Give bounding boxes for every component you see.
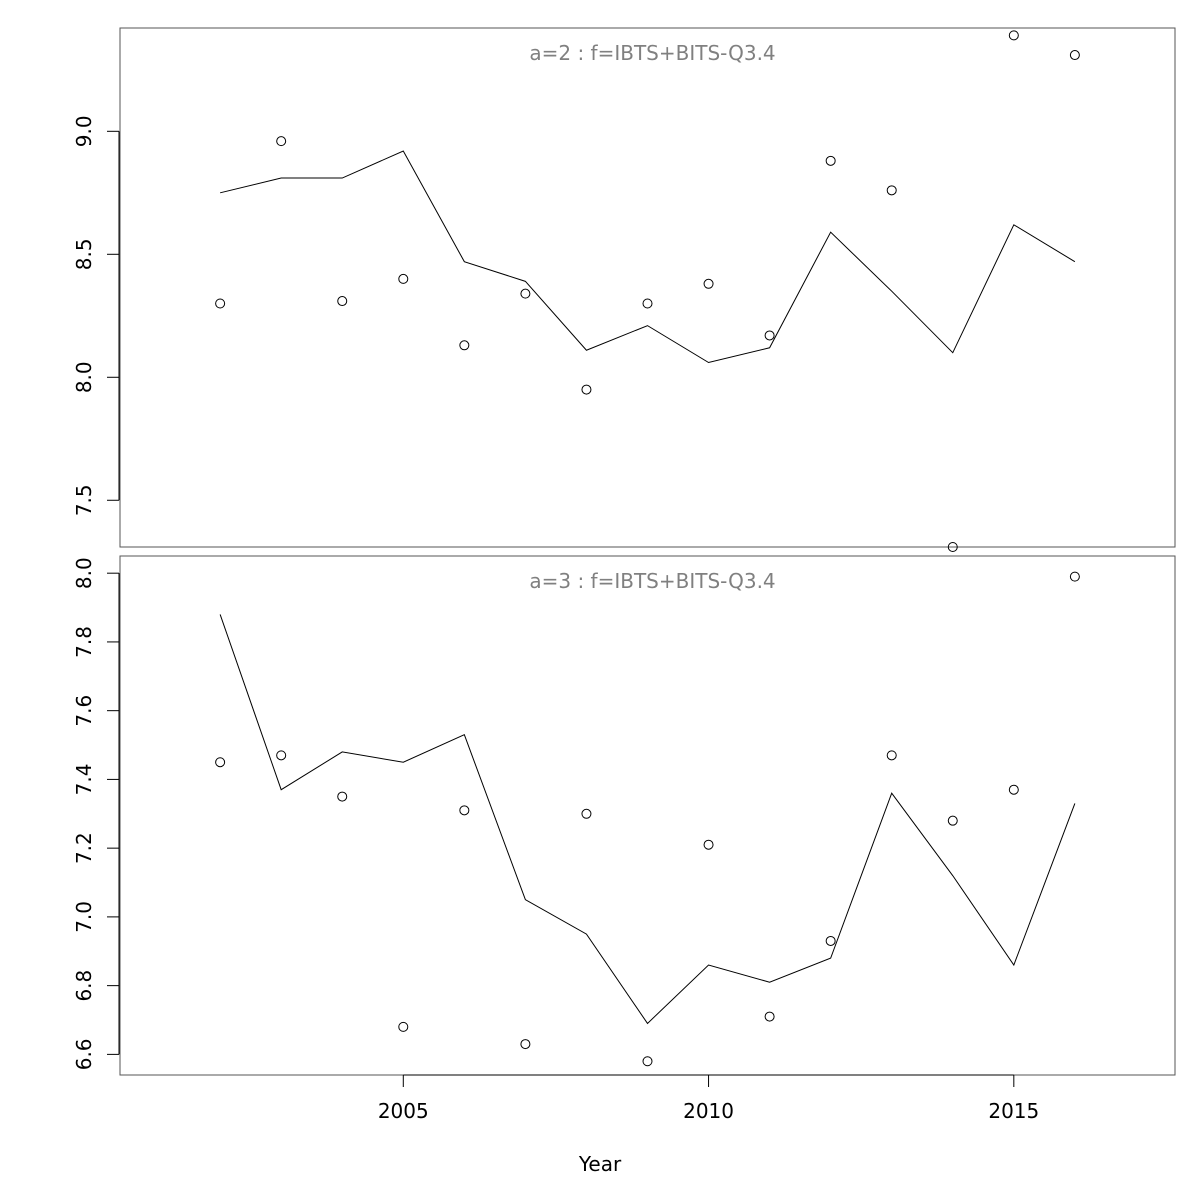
panel-2-data-point: [215, 757, 226, 768]
panel-2-data-point: [642, 1056, 653, 1067]
x-tick-label: 2015: [988, 1099, 1039, 1123]
panel-2-y-tick-label: 6.6: [72, 1038, 96, 1070]
panel-2-data-point: [276, 750, 287, 761]
panel-2-data-point: [886, 750, 897, 761]
panel-1-fitted-line: [220, 150, 1076, 364]
panel-1-data-point: [215, 298, 226, 309]
panel-1-data-point: [886, 185, 897, 196]
panel-2-fitted-line: [219, 614, 1076, 1025]
x-tick-label: 2005: [378, 1099, 429, 1123]
panel-1-data-point: [337, 296, 348, 307]
panel-1-data-point: [1008, 30, 1019, 41]
panel-1-data-point: [398, 273, 409, 284]
panel-1-data-point: [947, 542, 958, 552]
panel-2-data-point: [947, 815, 958, 826]
panel-2-data-point: [764, 1011, 775, 1022]
panel-2-data-point: [459, 805, 470, 816]
panel-1-y-tick-label: 8.0: [72, 361, 96, 393]
panel-2-data-point: [1008, 784, 1019, 795]
panel-2-data-point: [581, 808, 592, 819]
panel-2-data-point: [825, 935, 836, 946]
panel-1-data-point: [764, 330, 775, 341]
panel-1-data-point: [703, 278, 714, 289]
panel-1-data-point: [581, 384, 592, 395]
panel-1-data-point: [459, 340, 470, 351]
panel-2-y-tick-label: 6.8: [72, 970, 96, 1002]
panel-1-data-point: [825, 155, 836, 166]
panel-2-y-tick-label: 7.4: [72, 764, 96, 796]
panel-2-y-tick-label: 7.2: [72, 832, 96, 864]
panel-2-data-point: [520, 1039, 531, 1050]
panel-1-y-tick-label: 9.0: [72, 115, 96, 147]
panel-1-frame: [119, 27, 1176, 548]
panel-1-y-tick-label: 8.5: [72, 238, 96, 270]
x-axis-label: Year: [578, 1152, 622, 1176]
panel-2-data-point: [703, 839, 714, 850]
panel-2-data-point: [398, 1021, 409, 1032]
panel-1-y-tick-label: 7.5: [72, 484, 96, 516]
panel-2-data-point: [1069, 571, 1080, 582]
panel-1-data-point: [642, 298, 653, 309]
panel-1-title: a=2 : f=IBTS+BITS-Q3.4: [529, 41, 775, 65]
panel-2-y-tick-label: 7.8: [72, 626, 96, 658]
panel-2-y-tick-label: 7.6: [72, 695, 96, 727]
panel-2-title: a=3 : f=IBTS+BITS-Q3.4: [529, 569, 775, 593]
x-tick-label: 2010: [683, 1099, 734, 1123]
panel-2-y-tick-label: 8.0: [72, 557, 96, 589]
panel-2-y-tick-label: 7.0: [72, 901, 96, 933]
panel-1-data-point: [520, 288, 531, 299]
panel-2-data-point: [337, 791, 348, 802]
panel-1-data-point: [1069, 50, 1080, 61]
panel-2-frame: [119, 555, 1176, 1076]
panel-1-data-point: [276, 136, 287, 147]
